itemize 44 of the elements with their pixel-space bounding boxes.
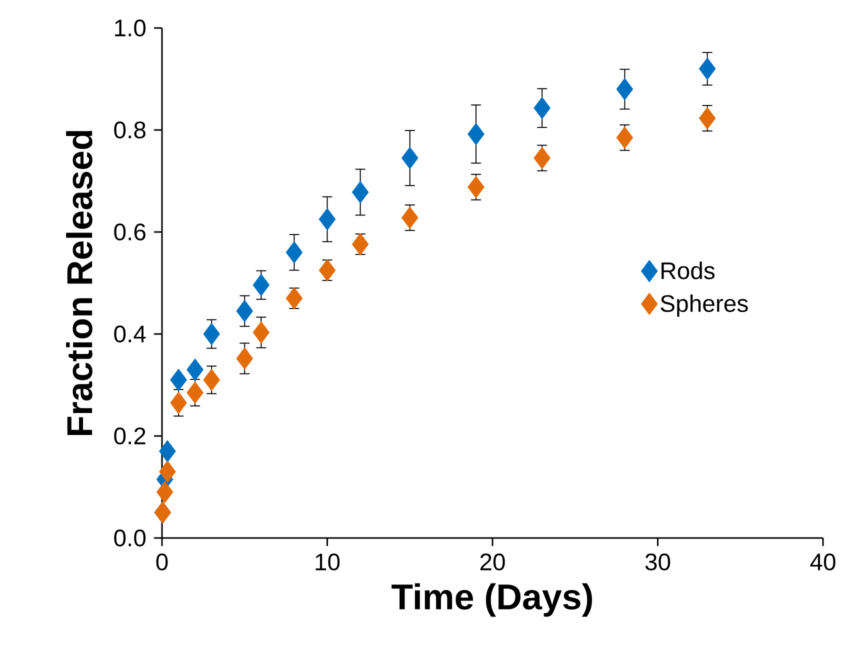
point xyxy=(203,368,220,392)
x-axis-title: Time (Days) xyxy=(392,583,592,617)
x-tick-label: 30 xyxy=(645,554,670,570)
y-axis-title: Fraction Released xyxy=(66,130,92,436)
point xyxy=(236,300,254,322)
point xyxy=(352,233,369,256)
point xyxy=(170,368,187,392)
point xyxy=(186,358,204,381)
y-tick-label: 1.0 xyxy=(115,20,146,36)
point xyxy=(468,122,484,146)
y-tick-label: 0.6 xyxy=(114,224,146,240)
y-tick-label: 0.8 xyxy=(114,122,146,138)
point xyxy=(534,96,551,120)
y-tick-label: 0.4 xyxy=(114,326,146,342)
legend-label: Rods xyxy=(662,262,715,280)
point xyxy=(698,58,716,80)
point xyxy=(534,146,551,170)
point xyxy=(286,241,303,264)
point xyxy=(698,107,716,130)
point xyxy=(156,480,174,504)
legend-label: Spheres xyxy=(660,294,748,317)
point xyxy=(401,206,418,229)
point xyxy=(401,146,418,170)
point xyxy=(236,347,254,370)
point xyxy=(318,259,336,282)
point xyxy=(616,126,634,149)
point xyxy=(352,181,369,204)
point xyxy=(616,78,634,100)
point xyxy=(468,176,484,198)
x-tick-label: 40 xyxy=(810,554,836,570)
point xyxy=(170,392,187,414)
point xyxy=(286,287,303,310)
point xyxy=(159,440,176,462)
y-tick-label: 0.2 xyxy=(114,428,146,444)
point xyxy=(203,322,220,346)
point xyxy=(252,274,270,296)
point xyxy=(186,381,204,404)
x-tick-label: 10 xyxy=(316,554,340,570)
point xyxy=(318,208,336,230)
y-tick-label: 0.0 xyxy=(114,530,146,546)
point xyxy=(252,321,270,344)
x-tick-label: 20 xyxy=(480,554,505,570)
point xyxy=(159,460,176,483)
x-tick-label: 0 xyxy=(156,554,168,570)
